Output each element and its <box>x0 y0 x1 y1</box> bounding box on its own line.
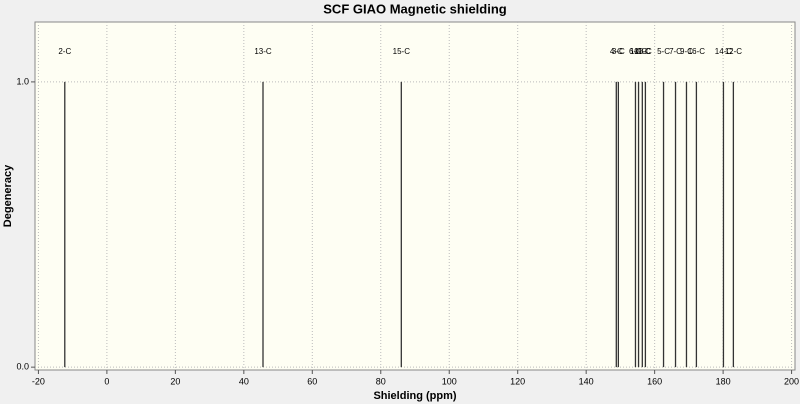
y-axis-label: Degeneracy <box>2 164 14 227</box>
chart-title: SCF GIAO Magnetic shielding <box>323 1 507 16</box>
peak-label: 4-C <box>610 47 623 56</box>
x-tick-label: 180 <box>716 376 731 386</box>
x-tick-label: 40 <box>239 376 249 386</box>
y-tick-label: 1.0 <box>16 76 29 86</box>
peak-label: 9-C <box>680 47 693 56</box>
peak-label: 11-C <box>634 47 651 56</box>
plot-area <box>34 21 796 371</box>
peak-label: 8-C <box>639 47 652 56</box>
peak-label: 15-C <box>393 47 411 56</box>
x-tick-label: 160 <box>647 376 662 386</box>
x-tick-label: 60 <box>307 376 317 386</box>
peak-label: 16-C <box>688 47 706 56</box>
x-tick-label: -20 <box>32 376 45 386</box>
peak-label: 14-C <box>715 47 733 56</box>
peak-label: 10-C <box>630 47 648 56</box>
x-tick-label: 0 <box>104 376 109 386</box>
x-tick-label: 120 <box>510 376 525 386</box>
y-tick-label: 0.0 <box>16 362 29 372</box>
peak-label: 6-C <box>629 47 642 56</box>
peak-label: 12-C <box>725 47 743 56</box>
x-axis-label: Shielding (ppm) <box>373 390 456 402</box>
x-tick-label: 140 <box>579 376 594 386</box>
x-tick-label: 200 <box>784 376 799 386</box>
x-tick-label: 20 <box>170 376 180 386</box>
x-tick-label: 80 <box>376 376 386 386</box>
peak-label: 2-C <box>58 47 71 56</box>
x-tick-label: 100 <box>442 376 457 386</box>
peak-label: 3-C <box>612 47 625 56</box>
peak-label: 13-C <box>254 47 272 56</box>
peak-label: 7-C <box>669 47 682 56</box>
peak-label: 5-C <box>657 47 670 56</box>
